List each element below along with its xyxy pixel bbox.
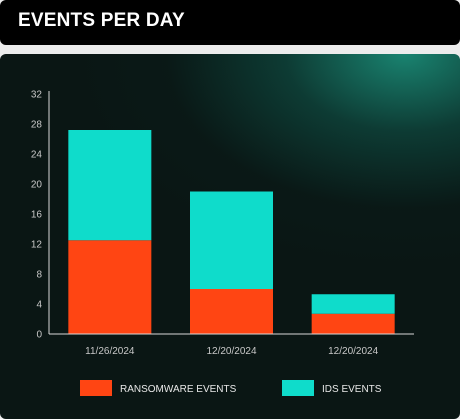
bar-ransomware-1[interactable]	[68, 240, 152, 334]
y-axis: 0 4 8 12 16 20 24 28 32	[31, 90, 50, 341]
stacked-bar-chart: 0 4 8 12 16 20 24 28 32 11/26/2024 12/20/2024 12/2…	[31, 90, 414, 396]
y-tick-label: 16	[31, 210, 43, 221]
legend: RANSOMWARE EVENTS IDS EVENTS	[80, 380, 382, 396]
legend-swatch	[80, 380, 112, 396]
legend-label: IDS EVENTS	[322, 384, 382, 395]
bar-ransomware-2[interactable]	[190, 289, 273, 334]
chart-panel: 0 4 8 12 16 20 24 28 32 11/26/2024 12/20/2024 12/2…	[0, 54, 460, 419]
x-tick-label: 11/26/2024	[85, 346, 135, 357]
y-tick-label: 12	[31, 240, 43, 251]
x-tick-label: 12/20/2024	[328, 346, 378, 357]
bar-ids-3[interactable]	[311, 294, 395, 314]
chart-header: EVENTS PER DAY	[0, 0, 460, 45]
y-tick-label: 0	[36, 330, 42, 341]
y-tick-label: 32	[31, 90, 43, 101]
legend-label: RANSOMWARE EVENTS	[120, 384, 237, 395]
bar-ids-1[interactable]	[68, 130, 152, 241]
bar-ransomware-3[interactable]	[311, 313, 395, 334]
legend-item-ids[interactable]: IDS EVENTS	[282, 380, 382, 396]
bars	[68, 130, 395, 334]
y-tick-label: 24	[31, 150, 43, 161]
y-tick-label: 8	[36, 270, 42, 281]
x-axis: 11/26/2024 12/20/2024 12/20/2024	[49, 333, 414, 357]
bar-ids-2[interactable]	[190, 191, 273, 290]
y-tick-label: 20	[31, 180, 43, 191]
y-tick-label: 28	[31, 120, 43, 131]
x-tick-label: 12/20/2024	[206, 346, 256, 357]
legend-item-ransomware[interactable]: RANSOMWARE EVENTS	[80, 380, 237, 396]
y-tick-label: 4	[36, 300, 42, 311]
chart-title: EVENTS PER DAY	[18, 10, 185, 31]
legend-swatch	[282, 380, 314, 396]
